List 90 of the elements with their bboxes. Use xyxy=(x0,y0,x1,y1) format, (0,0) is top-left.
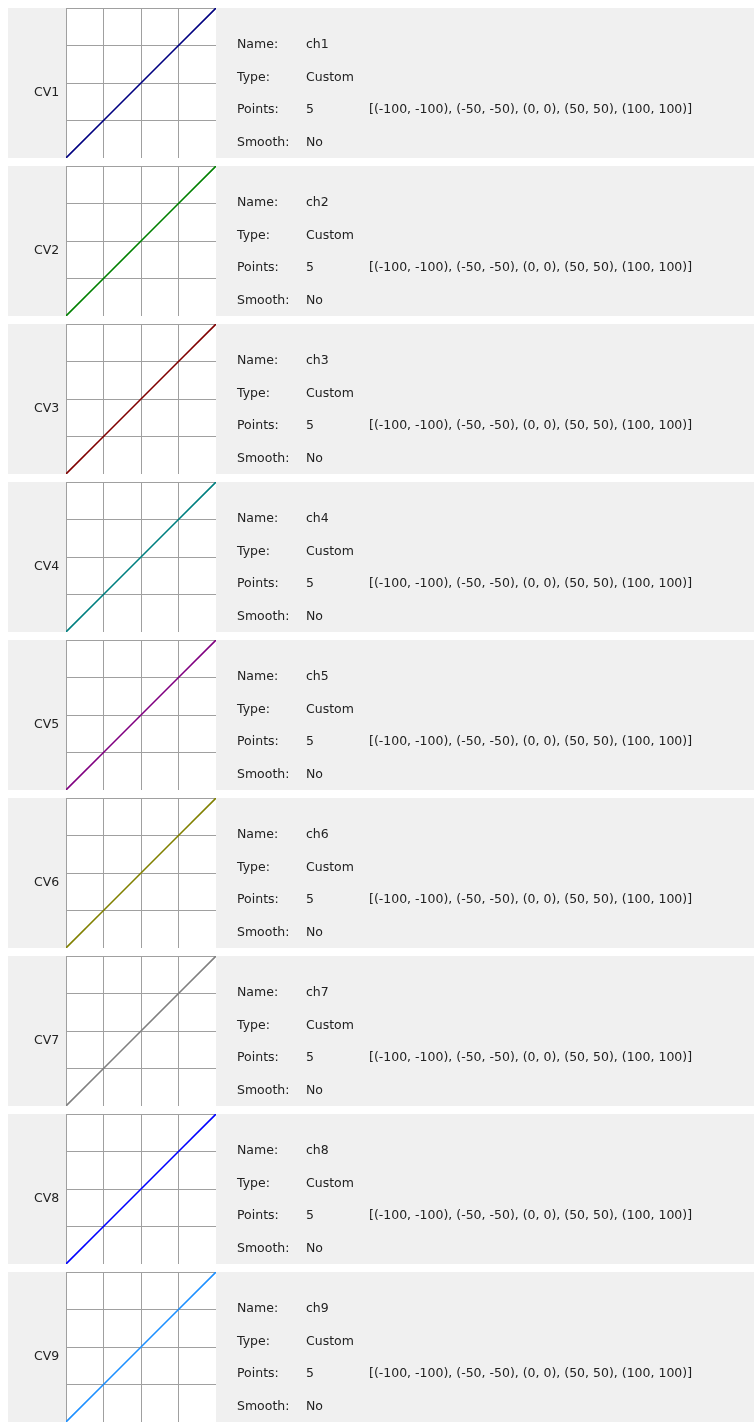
text: No xyxy=(306,134,323,151)
text: Points: xyxy=(237,417,279,434)
text: CV1 xyxy=(34,84,60,100)
text: Name: xyxy=(237,668,279,684)
text: CV8 xyxy=(34,1190,60,1206)
text: Custom xyxy=(306,700,354,717)
text: No xyxy=(306,1240,323,1257)
text: Points: xyxy=(237,891,279,908)
text: CV4 xyxy=(34,558,60,574)
text: Name: xyxy=(237,984,279,1000)
text: CV5 xyxy=(34,716,60,732)
text: Type: xyxy=(237,1016,270,1033)
text: Name: xyxy=(237,194,279,210)
text: [(-100, -100), (-50, -50), (0, 0), (50, 50), (100, 100)] xyxy=(369,575,693,592)
text: Points: xyxy=(237,1207,279,1224)
text: No xyxy=(306,766,323,783)
text: Type: xyxy=(237,384,270,401)
text: Custom xyxy=(306,1016,354,1033)
text: 5 xyxy=(306,733,314,750)
text: Smooth: xyxy=(237,766,290,783)
text: Custom xyxy=(306,68,354,85)
text: No xyxy=(306,1082,323,1099)
text: ch9 xyxy=(306,1300,329,1316)
text: [(-100, -100), (-50, -50), (0, 0), (50, 50), (100, 100)] xyxy=(369,101,693,118)
text: [(-100, -100), (-50, -50), (0, 0), (50, 50), (100, 100)] xyxy=(369,1207,693,1224)
text: No xyxy=(306,1398,323,1415)
text: Custom xyxy=(306,858,354,875)
text: Custom xyxy=(306,542,354,559)
text: 5 xyxy=(306,417,314,434)
text: Type: xyxy=(237,226,270,243)
text: Smooth: xyxy=(237,1082,290,1099)
text: Type: xyxy=(237,700,270,717)
text: ch3 xyxy=(306,352,329,368)
text: No xyxy=(306,608,323,625)
text: ch7 xyxy=(306,984,329,1000)
text: ch8 xyxy=(306,1142,329,1158)
text: Smooth: xyxy=(237,924,290,941)
text: Type: xyxy=(237,1174,270,1191)
text: Points: xyxy=(237,259,279,276)
text: Name: xyxy=(237,1300,279,1316)
text: Custom xyxy=(306,384,354,401)
text: Type: xyxy=(237,542,270,559)
text: Type: xyxy=(237,858,270,875)
text: Name: xyxy=(237,352,279,368)
text: ch5 xyxy=(306,668,329,684)
text: [(-100, -100), (-50, -50), (0, 0), (50, 50), (100, 100)] xyxy=(369,1365,693,1382)
text: 5 xyxy=(306,575,314,592)
text: ch4 xyxy=(306,510,329,526)
text: CV7 xyxy=(34,1032,60,1048)
text: 5 xyxy=(306,891,314,908)
text: Smooth: xyxy=(237,1398,290,1415)
text: [(-100, -100), (-50, -50), (0, 0), (50, 50), (100, 100)] xyxy=(369,1049,693,1066)
text: No xyxy=(306,924,323,941)
text: Name: xyxy=(237,510,279,526)
text: Smooth: xyxy=(237,1240,290,1257)
text: CV2 xyxy=(34,242,60,258)
text: CV9 xyxy=(34,1348,60,1364)
text: Custom xyxy=(306,226,354,243)
text: [(-100, -100), (-50, -50), (0, 0), (50, 50), (100, 100)] xyxy=(369,417,693,434)
text: ch6 xyxy=(306,826,329,842)
text: Smooth: xyxy=(237,292,290,309)
text: 5 xyxy=(306,1365,314,1382)
text: Custom xyxy=(306,1332,354,1349)
text: Type: xyxy=(237,68,270,85)
text: Smooth: xyxy=(237,608,290,625)
text: Type: xyxy=(237,1332,270,1349)
text: 5 xyxy=(306,1207,314,1224)
text: Custom xyxy=(306,1174,354,1191)
text: [(-100, -100), (-50, -50), (0, 0), (50, 50), (100, 100)] xyxy=(369,259,693,276)
text: Points: xyxy=(237,1365,279,1382)
text: Points: xyxy=(237,1049,279,1066)
text: CV3 xyxy=(34,400,60,416)
text: Points: xyxy=(237,101,279,118)
text: [(-100, -100), (-50, -50), (0, 0), (50, 50), (100, 100)] xyxy=(369,891,693,908)
text: No xyxy=(306,292,323,309)
text: Name: xyxy=(237,36,279,52)
text: ch1 xyxy=(306,36,329,52)
text: Points: xyxy=(237,733,279,750)
text: No xyxy=(306,450,323,467)
text: Name: xyxy=(237,826,279,842)
text: CV6 xyxy=(34,874,60,890)
text: Points: xyxy=(237,575,279,592)
text: ch2 xyxy=(306,194,329,210)
text: Smooth: xyxy=(237,450,290,467)
text: Name: xyxy=(237,1142,279,1158)
text: 5 xyxy=(306,259,314,276)
text: 5 xyxy=(306,101,314,118)
text: Smooth: xyxy=(237,134,290,151)
text: 5 xyxy=(306,1049,314,1066)
text: [(-100, -100), (-50, -50), (0, 0), (50, 50), (100, 100)] xyxy=(369,733,693,750)
